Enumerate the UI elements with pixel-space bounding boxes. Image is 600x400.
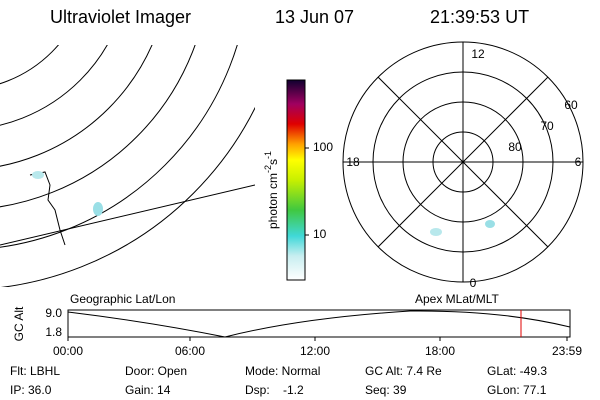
mlat-label: 80 xyxy=(508,140,522,154)
footer-field: GLat: -49.3 xyxy=(487,364,547,378)
footer: Flt: LBHL Door: Open Mode: Normal GC Alt: 7… xyxy=(10,364,547,397)
colorbar-unit: photon cm-2s-1 xyxy=(263,151,280,229)
footer-field: Door: Open xyxy=(125,364,187,378)
time: 21:39:53 UT xyxy=(430,7,529,27)
footer-field: Mode: Normal xyxy=(245,364,320,378)
footer-field: Gain: 14 xyxy=(125,383,171,397)
x-label: 00:00 xyxy=(53,344,83,358)
colorbar-label: 100 xyxy=(313,140,333,154)
footer-field: GC Alt: 7.4 Re xyxy=(365,364,442,378)
mlat-label: 70 xyxy=(540,119,554,133)
x-labels: 00:00 06:00 12:00 18:00 23:59 xyxy=(53,337,582,358)
mlat-label: 60 xyxy=(564,98,578,112)
footer-field: Flt: LBHL xyxy=(10,364,60,378)
polar-plot xyxy=(342,41,584,283)
x-label: 18:00 xyxy=(425,344,455,358)
map-caption: Apex MLat/MLT xyxy=(415,292,499,306)
footer-field: IP: 36.0 xyxy=(10,383,52,397)
footer-field: Seq: 39 xyxy=(365,383,407,397)
x-label: 06:00 xyxy=(175,344,205,358)
title: Ultraviolet Imager xyxy=(50,7,191,27)
mlt-label: 0 xyxy=(470,276,477,290)
geo-map xyxy=(0,45,255,287)
footer-field: GLon: 77.1 xyxy=(487,383,547,397)
altitude-plot xyxy=(67,309,571,338)
mlt-label: 12 xyxy=(471,47,485,61)
y-label: 9.0 xyxy=(45,306,62,320)
mlt-label: 6 xyxy=(575,155,582,169)
map-caption: Geographic Lat/Lon xyxy=(70,292,175,306)
mlt-label: 18 xyxy=(346,155,360,169)
date: 13 Jun 07 xyxy=(275,7,354,27)
axis-title: GC Alt xyxy=(12,306,26,341)
x-label: 23:59 xyxy=(552,344,582,358)
x-label: 12:00 xyxy=(300,344,330,358)
footer-field: Dsp: -1.2 xyxy=(245,383,304,397)
y-label: 1.8 xyxy=(45,325,62,339)
colorbar-label: 10 xyxy=(313,227,327,241)
colorbar xyxy=(286,79,306,281)
